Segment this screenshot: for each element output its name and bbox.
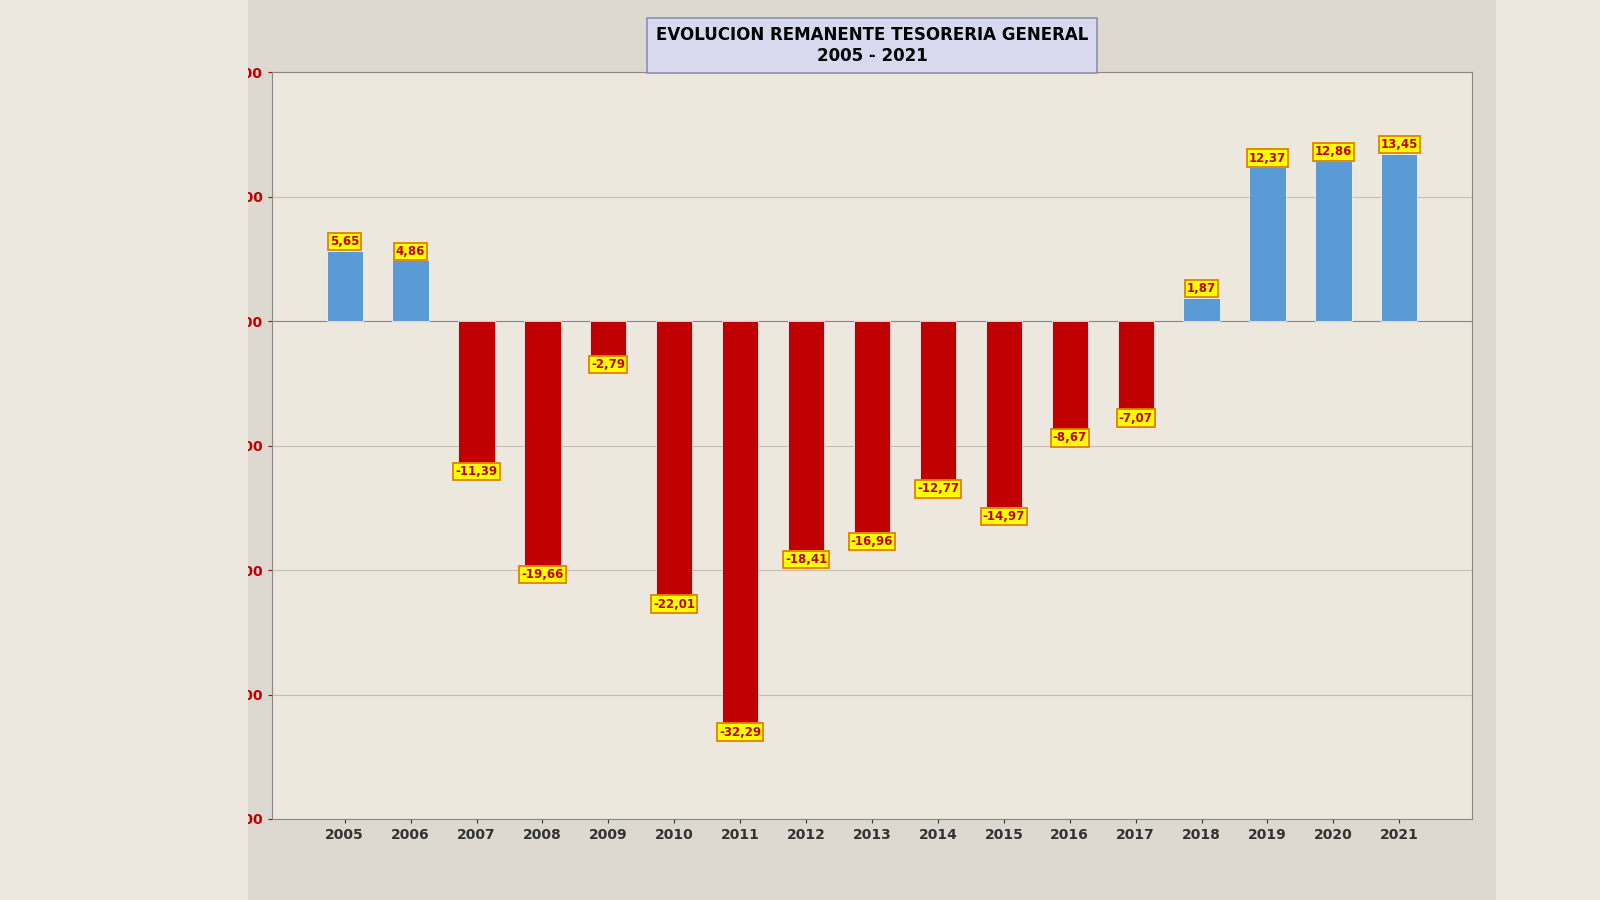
Text: 1,87: 1,87	[1187, 283, 1216, 295]
Text: -19,66: -19,66	[522, 568, 563, 581]
Bar	[920, 321, 957, 480]
Bar	[1315, 161, 1352, 321]
Title: EVOLUCION REMANENTE TESORERIA GENERAL
2005 - 2021: EVOLUCION REMANENTE TESORERIA GENERAL 20…	[656, 26, 1088, 65]
Bar	[656, 321, 693, 595]
Text: -14,97: -14,97	[982, 510, 1026, 523]
Text: 5,65: 5,65	[330, 235, 360, 248]
Text: -8,67: -8,67	[1053, 431, 1086, 445]
Bar	[1184, 298, 1219, 321]
Bar	[1250, 167, 1286, 321]
Text: -12,77: -12,77	[917, 482, 958, 496]
Text: -18,41: -18,41	[786, 553, 827, 566]
Text: -22,01: -22,01	[653, 598, 696, 610]
Bar	[787, 321, 824, 550]
Text: -2,79: -2,79	[592, 358, 626, 371]
Bar	[590, 321, 627, 356]
Text: -32,29: -32,29	[718, 725, 762, 739]
Bar	[458, 321, 494, 463]
Text: -7,07: -7,07	[1118, 411, 1152, 425]
Text: -11,39: -11,39	[456, 465, 498, 478]
Bar	[392, 260, 429, 321]
Bar	[525, 321, 560, 566]
Bar	[1117, 321, 1154, 409]
Bar	[1381, 154, 1418, 321]
Text: 12,86: 12,86	[1315, 146, 1352, 158]
Bar	[1051, 321, 1088, 429]
Text: 12,37: 12,37	[1250, 151, 1286, 165]
Text: 13,45: 13,45	[1381, 138, 1418, 151]
Bar	[986, 321, 1022, 508]
Bar	[326, 251, 363, 321]
Bar	[854, 321, 890, 532]
Text: -16,96: -16,96	[851, 535, 893, 547]
Bar	[722, 321, 758, 723]
Text: 4,86: 4,86	[395, 245, 426, 258]
